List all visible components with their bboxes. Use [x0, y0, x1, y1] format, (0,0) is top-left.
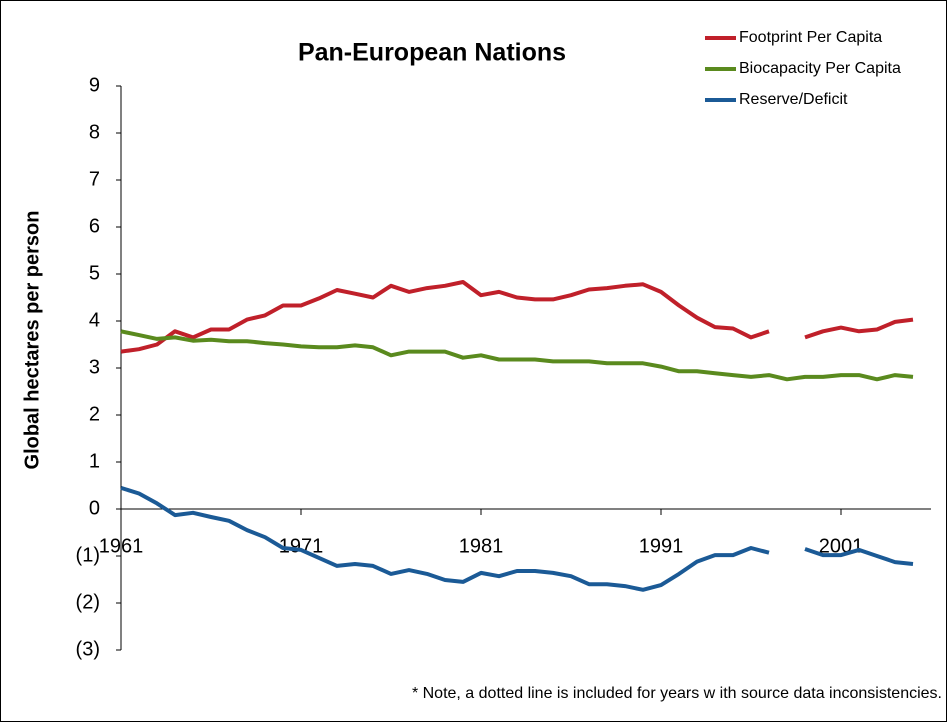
x-tick-label: 1981: [459, 535, 504, 557]
y-tick-label: 5: [89, 262, 100, 284]
y-tick-label: (3): [76, 638, 100, 660]
y-tick-label: 7: [89, 168, 100, 190]
y-tick-label: 2: [89, 403, 100, 425]
series-line: [120, 485, 914, 592]
note: * Note, a dotted line is included for ye…: [412, 685, 942, 702]
series-line: [120, 280, 914, 354]
x-tick-label: 1991: [639, 535, 684, 557]
y-tick-label: (2): [76, 591, 100, 613]
y-tick-label: 9: [89, 74, 100, 96]
y-axis-label: Global hectares per person: [21, 211, 43, 470]
y-tick-label: 8: [89, 121, 100, 143]
y-tick-label: 4: [89, 309, 100, 331]
y-tick-label: 1: [89, 450, 100, 472]
series-line: [120, 329, 914, 382]
legend-label: Reserve/Deficit: [739, 91, 848, 108]
legend-label: Footprint Per Capita: [739, 29, 882, 46]
x-tick-label: 1971: [279, 535, 324, 557]
y-tick-label: 6: [89, 215, 100, 237]
x-tick-label: 1961: [99, 535, 144, 557]
y-tick-label: 3: [89, 356, 100, 378]
chart-title: Pan-European Nations: [298, 39, 566, 67]
y-tick-label: 0: [89, 497, 100, 519]
y-tick-label: (1): [76, 544, 100, 566]
legend-label: Biocapacity Per Capita: [739, 60, 901, 77]
